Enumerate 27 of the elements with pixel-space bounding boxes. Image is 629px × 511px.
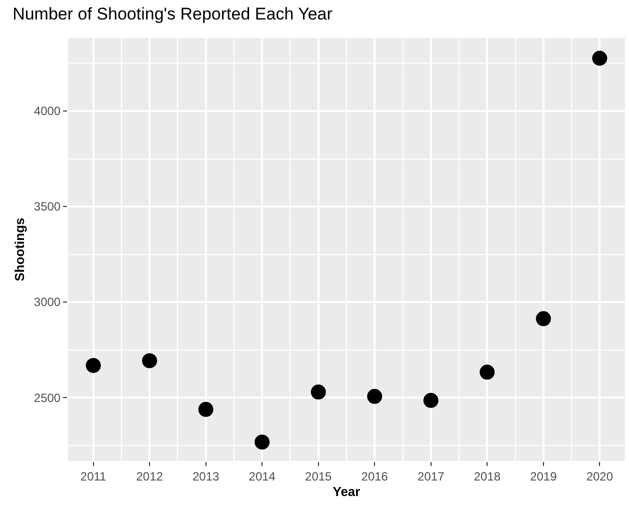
- point: [86, 358, 101, 373]
- x-tick-label: 2015: [305, 469, 332, 484]
- point: [142, 353, 158, 368]
- y-tick-label: 3000: [34, 295, 61, 310]
- x-axis-title: Year: [332, 484, 360, 499]
- point: [310, 384, 326, 400]
- x-tick-label: 2012: [136, 469, 164, 484]
- point: [592, 50, 608, 66]
- point: [536, 311, 551, 326]
- x-tick-label: 2019: [530, 469, 558, 484]
- point: [423, 392, 438, 408]
- point: [198, 402, 214, 417]
- x-tick-label: 2020: [586, 469, 614, 484]
- x-tick-label: 2013: [192, 469, 220, 484]
- point: [254, 434, 270, 450]
- point: [367, 388, 382, 404]
- x-tick-label: 2011: [80, 469, 107, 484]
- x-tick-label: 2018: [474, 469, 501, 484]
- x-tick-label: 2017: [418, 469, 445, 484]
- y-tick-label: 2500: [34, 390, 61, 405]
- point: [480, 364, 495, 380]
- chart-title: Number of Shooting's Reported Each Year: [12, 4, 333, 24]
- y-tick-label: 4000: [34, 104, 61, 118]
- x-tick-label: 2014: [248, 469, 276, 484]
- y-tick-label: 3500: [34, 200, 61, 214]
- x-tick-label: 2016: [361, 469, 388, 484]
- y-axis-title: Shootings: [12, 218, 27, 282]
